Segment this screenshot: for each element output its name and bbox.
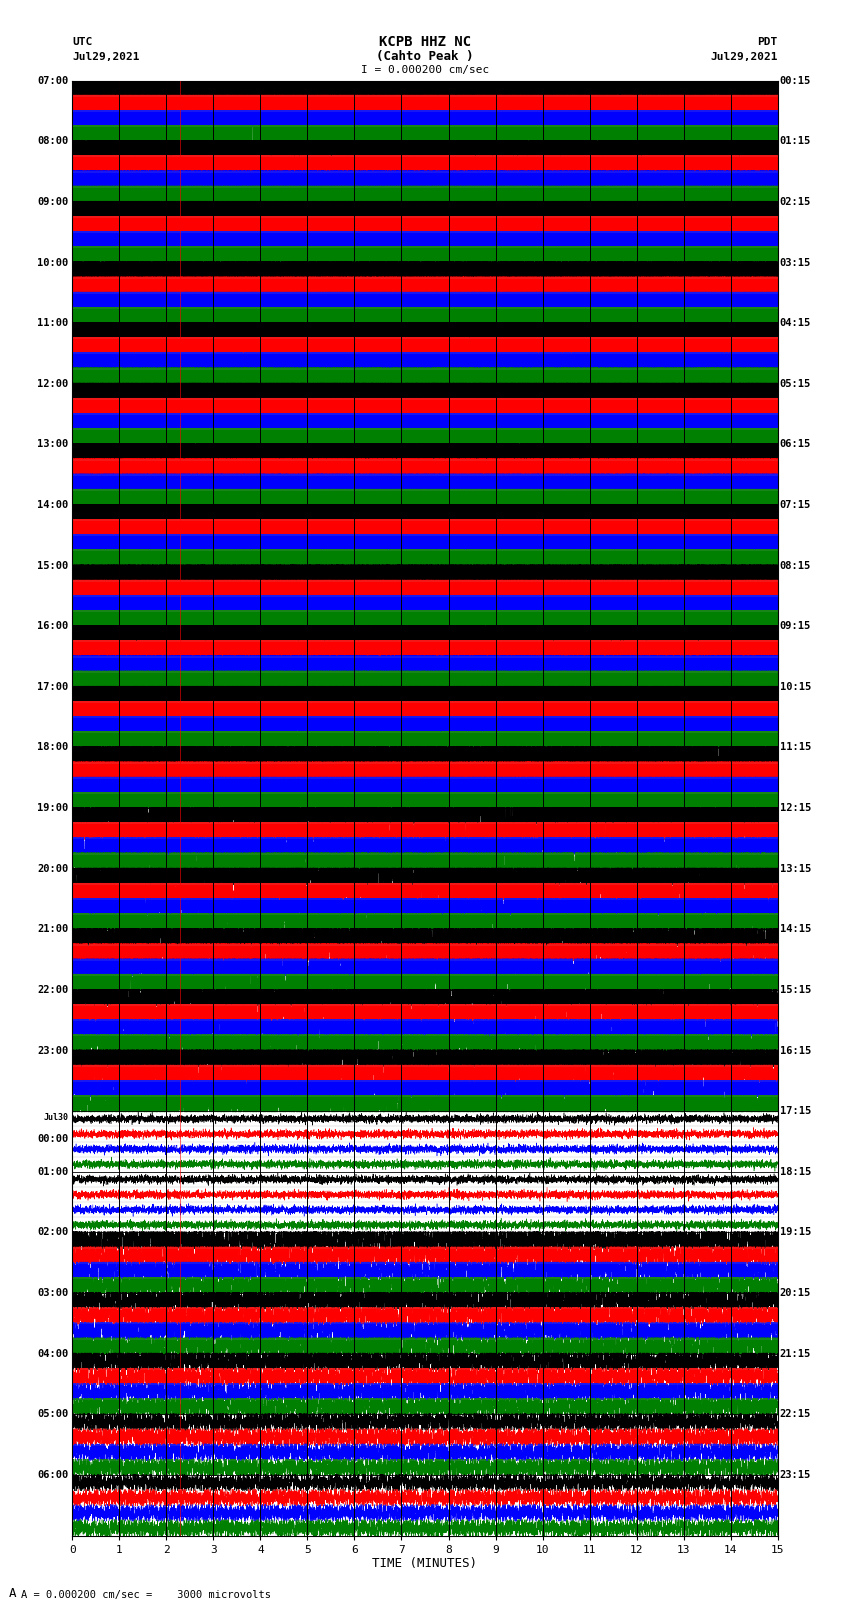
Text: 21:00: 21:00 — [37, 924, 69, 934]
Text: 10:00: 10:00 — [37, 258, 69, 268]
Text: 05:15: 05:15 — [779, 379, 811, 389]
Text: 05:00: 05:00 — [37, 1410, 69, 1419]
Text: 19:15: 19:15 — [779, 1227, 811, 1237]
Text: I = 0.000200 cm/sec: I = 0.000200 cm/sec — [361, 65, 489, 74]
Text: 16:15: 16:15 — [779, 1045, 811, 1055]
Text: 00:00: 00:00 — [37, 1134, 69, 1144]
Text: 12:15: 12:15 — [779, 803, 811, 813]
Text: Jul30: Jul30 — [43, 1113, 69, 1123]
Text: KCPB HHZ NC: KCPB HHZ NC — [379, 35, 471, 50]
Text: 23:15: 23:15 — [779, 1469, 811, 1481]
Text: 23:00: 23:00 — [37, 1045, 69, 1055]
Text: 11:00: 11:00 — [37, 318, 69, 327]
Text: 00:15: 00:15 — [779, 76, 811, 85]
Text: 03:00: 03:00 — [37, 1289, 69, 1298]
Text: 20:00: 20:00 — [37, 863, 69, 874]
Text: 09:15: 09:15 — [779, 621, 811, 631]
Text: 22:15: 22:15 — [779, 1410, 811, 1419]
Text: 01:00: 01:00 — [37, 1166, 69, 1177]
Text: 01:15: 01:15 — [779, 135, 811, 147]
Text: 12:00: 12:00 — [37, 379, 69, 389]
Text: 13:15: 13:15 — [779, 863, 811, 874]
Text: 03:15: 03:15 — [779, 258, 811, 268]
Text: 22:00: 22:00 — [37, 986, 69, 995]
Text: 07:15: 07:15 — [779, 500, 811, 510]
Text: A: A — [8, 1587, 16, 1600]
Text: PDT: PDT — [757, 37, 778, 47]
Text: 21:15: 21:15 — [779, 1348, 811, 1358]
Text: 02:15: 02:15 — [779, 197, 811, 206]
Text: 15:15: 15:15 — [779, 986, 811, 995]
Text: Jul29,2021: Jul29,2021 — [711, 52, 778, 61]
Text: 16:00: 16:00 — [37, 621, 69, 631]
Text: A = 0.000200 cm/sec =    3000 microvolts: A = 0.000200 cm/sec = 3000 microvolts — [21, 1590, 271, 1600]
Text: 11:15: 11:15 — [779, 742, 811, 753]
Text: 17:15: 17:15 — [779, 1107, 811, 1116]
Text: Jul29,2021: Jul29,2021 — [72, 52, 139, 61]
X-axis label: TIME (MINUTES): TIME (MINUTES) — [372, 1558, 478, 1571]
Text: 08:15: 08:15 — [779, 561, 811, 571]
Text: UTC: UTC — [72, 37, 93, 47]
Text: 10:15: 10:15 — [779, 682, 811, 692]
Text: 13:00: 13:00 — [37, 439, 69, 450]
Text: 14:00: 14:00 — [37, 500, 69, 510]
Text: 02:00: 02:00 — [37, 1227, 69, 1237]
Text: 04:00: 04:00 — [37, 1348, 69, 1358]
Text: 14:15: 14:15 — [779, 924, 811, 934]
Text: 04:15: 04:15 — [779, 318, 811, 327]
Text: 18:00: 18:00 — [37, 742, 69, 753]
Text: 07:00: 07:00 — [37, 76, 69, 85]
Text: 09:00: 09:00 — [37, 197, 69, 206]
Text: 19:00: 19:00 — [37, 803, 69, 813]
Text: 18:15: 18:15 — [779, 1166, 811, 1177]
Text: 17:00: 17:00 — [37, 682, 69, 692]
Text: 15:00: 15:00 — [37, 561, 69, 571]
Text: 20:15: 20:15 — [779, 1289, 811, 1298]
Text: 06:00: 06:00 — [37, 1469, 69, 1481]
Text: 08:00: 08:00 — [37, 135, 69, 147]
Text: (Cahto Peak ): (Cahto Peak ) — [377, 50, 473, 63]
Text: 06:15: 06:15 — [779, 439, 811, 450]
